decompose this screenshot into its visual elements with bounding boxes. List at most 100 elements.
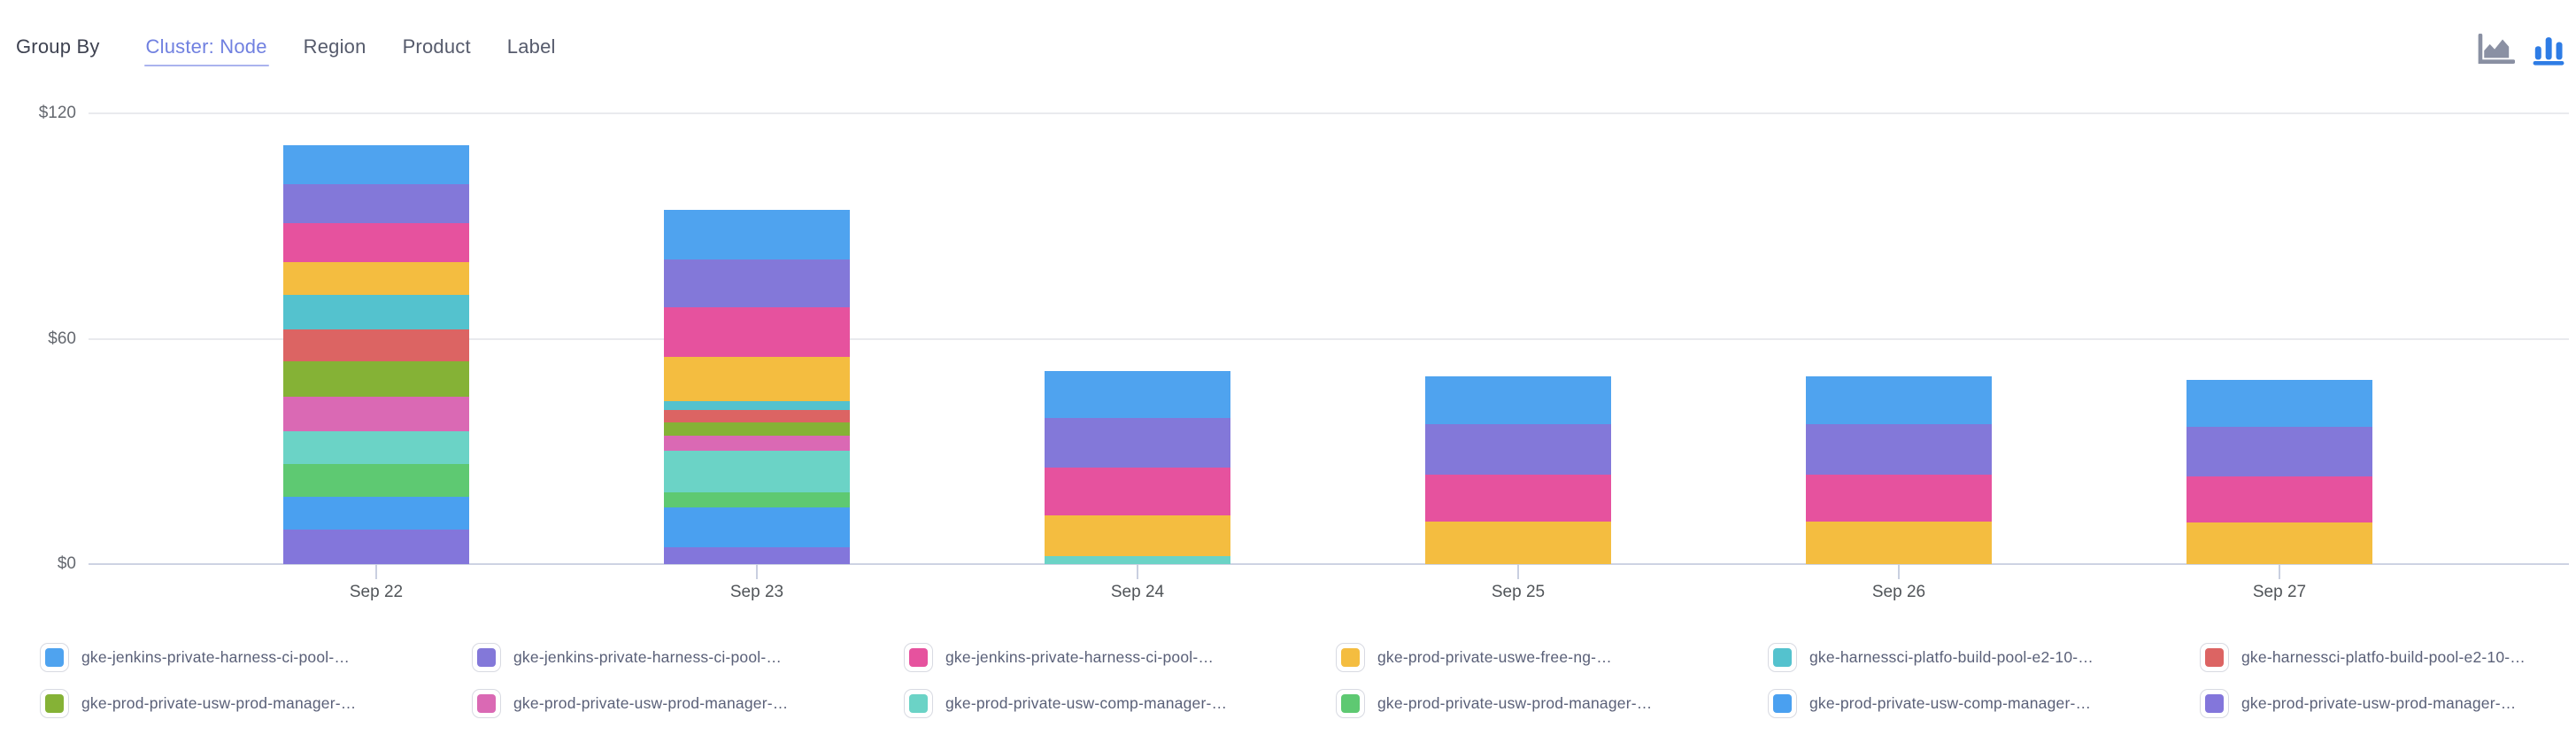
bar-segment-series3[interactable] [2187,476,2372,522]
legend-swatch [40,689,69,718]
bar-segment-series10[interactable] [283,464,469,497]
y-axis-label-60: $60 [48,329,76,348]
legend-swatch-color [909,694,928,713]
bar-segment-series8[interactable] [283,397,469,432]
x-axis-line [89,563,2569,565]
x-axis-tick [756,564,758,579]
x-axis-tick [375,564,377,579]
bar-sep-23 [664,210,850,564]
stacked-bar-chart: $0 $60 $120 Sep 22 Sep 23 Sep 24 Sep 25 Sep 26 S… [39,104,2569,601]
bar-segment-series9[interactable] [1045,556,1230,564]
legend-label: gke-jenkins-private-harness-ci-pool-… [945,648,1215,666]
legend-item-series8[interactable]: gke-prod-private-usw-prod-manager-… [472,689,904,718]
bar-segment-series8[interactable] [664,435,850,451]
bar-segment-series9[interactable] [283,431,469,465]
legend-swatch-color [477,648,496,667]
legend-swatch-color [45,694,64,713]
x-axis-label-sep-24: Sep 24 [1110,583,1165,601]
chart-type-switcher [2477,34,2565,66]
bar-segment-series11[interactable] [283,496,469,530]
legend-item-series6[interactable]: gke-harnessci-platfo-build-pool-e2-10-… [2200,643,2576,672]
bar-segment-series2[interactable] [1045,418,1230,468]
bar-segment-series4[interactable] [2187,522,2372,564]
legend-swatch-color [477,694,496,713]
legend-item-series5[interactable]: gke-harnessci-platfo-build-pool-e2-10-… [1768,643,2200,672]
chart-legend: gke-jenkins-private-harness-ci-pool-… gke… [40,643,2576,718]
bar-segment-series2[interactable] [1806,424,1992,476]
legend-label: gke-prod-private-usw-prod-manager-… [81,694,357,712]
bar-segment-series6[interactable] [283,329,469,362]
bar-segment-series4[interactable] [1806,522,1992,564]
tab-region[interactable]: Region [303,35,366,58]
bar-segment-series2[interactable] [1425,424,1611,476]
bar-segment-series4[interactable] [1425,522,1611,564]
legend-swatch [1768,689,1797,718]
bar-segment-series2[interactable] [664,259,850,307]
tab-label[interactable]: Label [506,35,556,58]
bar-segment-series12[interactable] [283,529,469,564]
bar-segment-series3[interactable] [1425,475,1611,522]
bar-segment-series2[interactable] [2187,426,2372,476]
gridline-60 [89,337,2569,340]
group-by-label: Group By [16,35,100,58]
bar-segment-series7[interactable] [283,361,469,398]
legend-item-series9[interactable]: gke-prod-private-usw-comp-manager-… [904,689,1336,718]
legend-label: gke-prod-private-usw-prod-manager-… [2241,694,2517,712]
bar-segment-series10[interactable] [664,491,850,507]
group-by-bar: Group By Cluster: Node Region Product Label [16,35,556,66]
bar-segment-series3[interactable] [1045,468,1230,516]
bar-segment-series4[interactable] [664,356,850,401]
legend-swatch [1768,643,1797,672]
bar-segment-series1[interactable] [1045,370,1230,419]
legend-swatch-color [1773,648,1792,667]
legend-swatch [472,643,501,672]
bar-segment-series1[interactable] [2187,379,2372,427]
legend-item-series7[interactable]: gke-prod-private-usw-prod-manager-… [40,689,472,718]
bar-chart-icon[interactable] [2532,34,2565,66]
legend-swatch [1336,689,1365,718]
bar-sep-24 [1045,370,1230,564]
bar-segment-series2[interactable] [283,184,469,224]
tab-cluster-node[interactable]: Cluster: Node [143,35,269,66]
bar-segment-series1[interactable] [283,145,469,185]
bar-segment-series9[interactable] [664,450,850,492]
bar-segment-series3[interactable] [664,306,850,357]
tab-product[interactable]: Product [402,35,471,58]
x-axis-tick [1137,564,1138,579]
bar-segment-series7[interactable] [664,422,850,436]
legend-swatch [1336,643,1365,672]
x-axis-label-sep-22: Sep 22 [349,583,404,601]
bar-segment-series5[interactable] [664,400,850,411]
legend-label: gke-prod-private-uswe-free-ng-… [1377,648,1612,666]
legend-label: gke-prod-private-usw-prod-manager-… [513,694,789,712]
legend-item-series1[interactable]: gke-jenkins-private-harness-ci-pool-… [40,643,472,672]
bar-segment-series1[interactable] [664,210,850,259]
bar-segment-series3[interactable] [283,223,469,263]
bar-segment-series4[interactable] [283,262,469,296]
group-by-tabs: Cluster: Node Region Product Label [143,35,556,66]
legend-item-series4[interactable]: gke-prod-private-uswe-free-ng-… [1336,643,1768,672]
bar-sep-27 [2187,379,2372,564]
bar-segment-series12[interactable] [664,546,850,564]
legend-item-series12[interactable]: gke-prod-private-usw-prod-manager-… [2200,689,2576,718]
legend-item-series2[interactable]: gke-jenkins-private-harness-ci-pool-… [472,643,904,672]
legend-label: gke-harnessci-platfo-build-pool-e2-10-… [2241,648,2526,666]
bar-segment-series1[interactable] [1806,376,1992,425]
x-axis-tick [2279,564,2280,579]
bar-segment-series5[interactable] [283,295,469,330]
x-axis-tick [1898,564,1900,579]
bar-segment-series11[interactable] [664,507,850,547]
bar-sep-22 [283,145,469,564]
legend-item-series10[interactable]: gke-prod-private-usw-prod-manager-… [1336,689,1768,718]
bar-segment-series1[interactable] [1425,376,1611,425]
bar-segment-series4[interactable] [1045,515,1230,557]
legend-swatch [904,689,933,718]
legend-swatch-color [909,648,928,667]
legend-label: gke-prod-private-usw-comp-manager-… [1809,694,2092,712]
area-chart-icon[interactable] [2477,34,2515,66]
legend-item-series3[interactable]: gke-jenkins-private-harness-ci-pool-… [904,643,1336,672]
legend-item-series11[interactable]: gke-prod-private-usw-comp-manager-… [1768,689,2200,718]
bar-segment-series6[interactable] [664,410,850,423]
legend-swatch-color [2205,694,2224,713]
bar-segment-series3[interactable] [1806,475,1992,522]
